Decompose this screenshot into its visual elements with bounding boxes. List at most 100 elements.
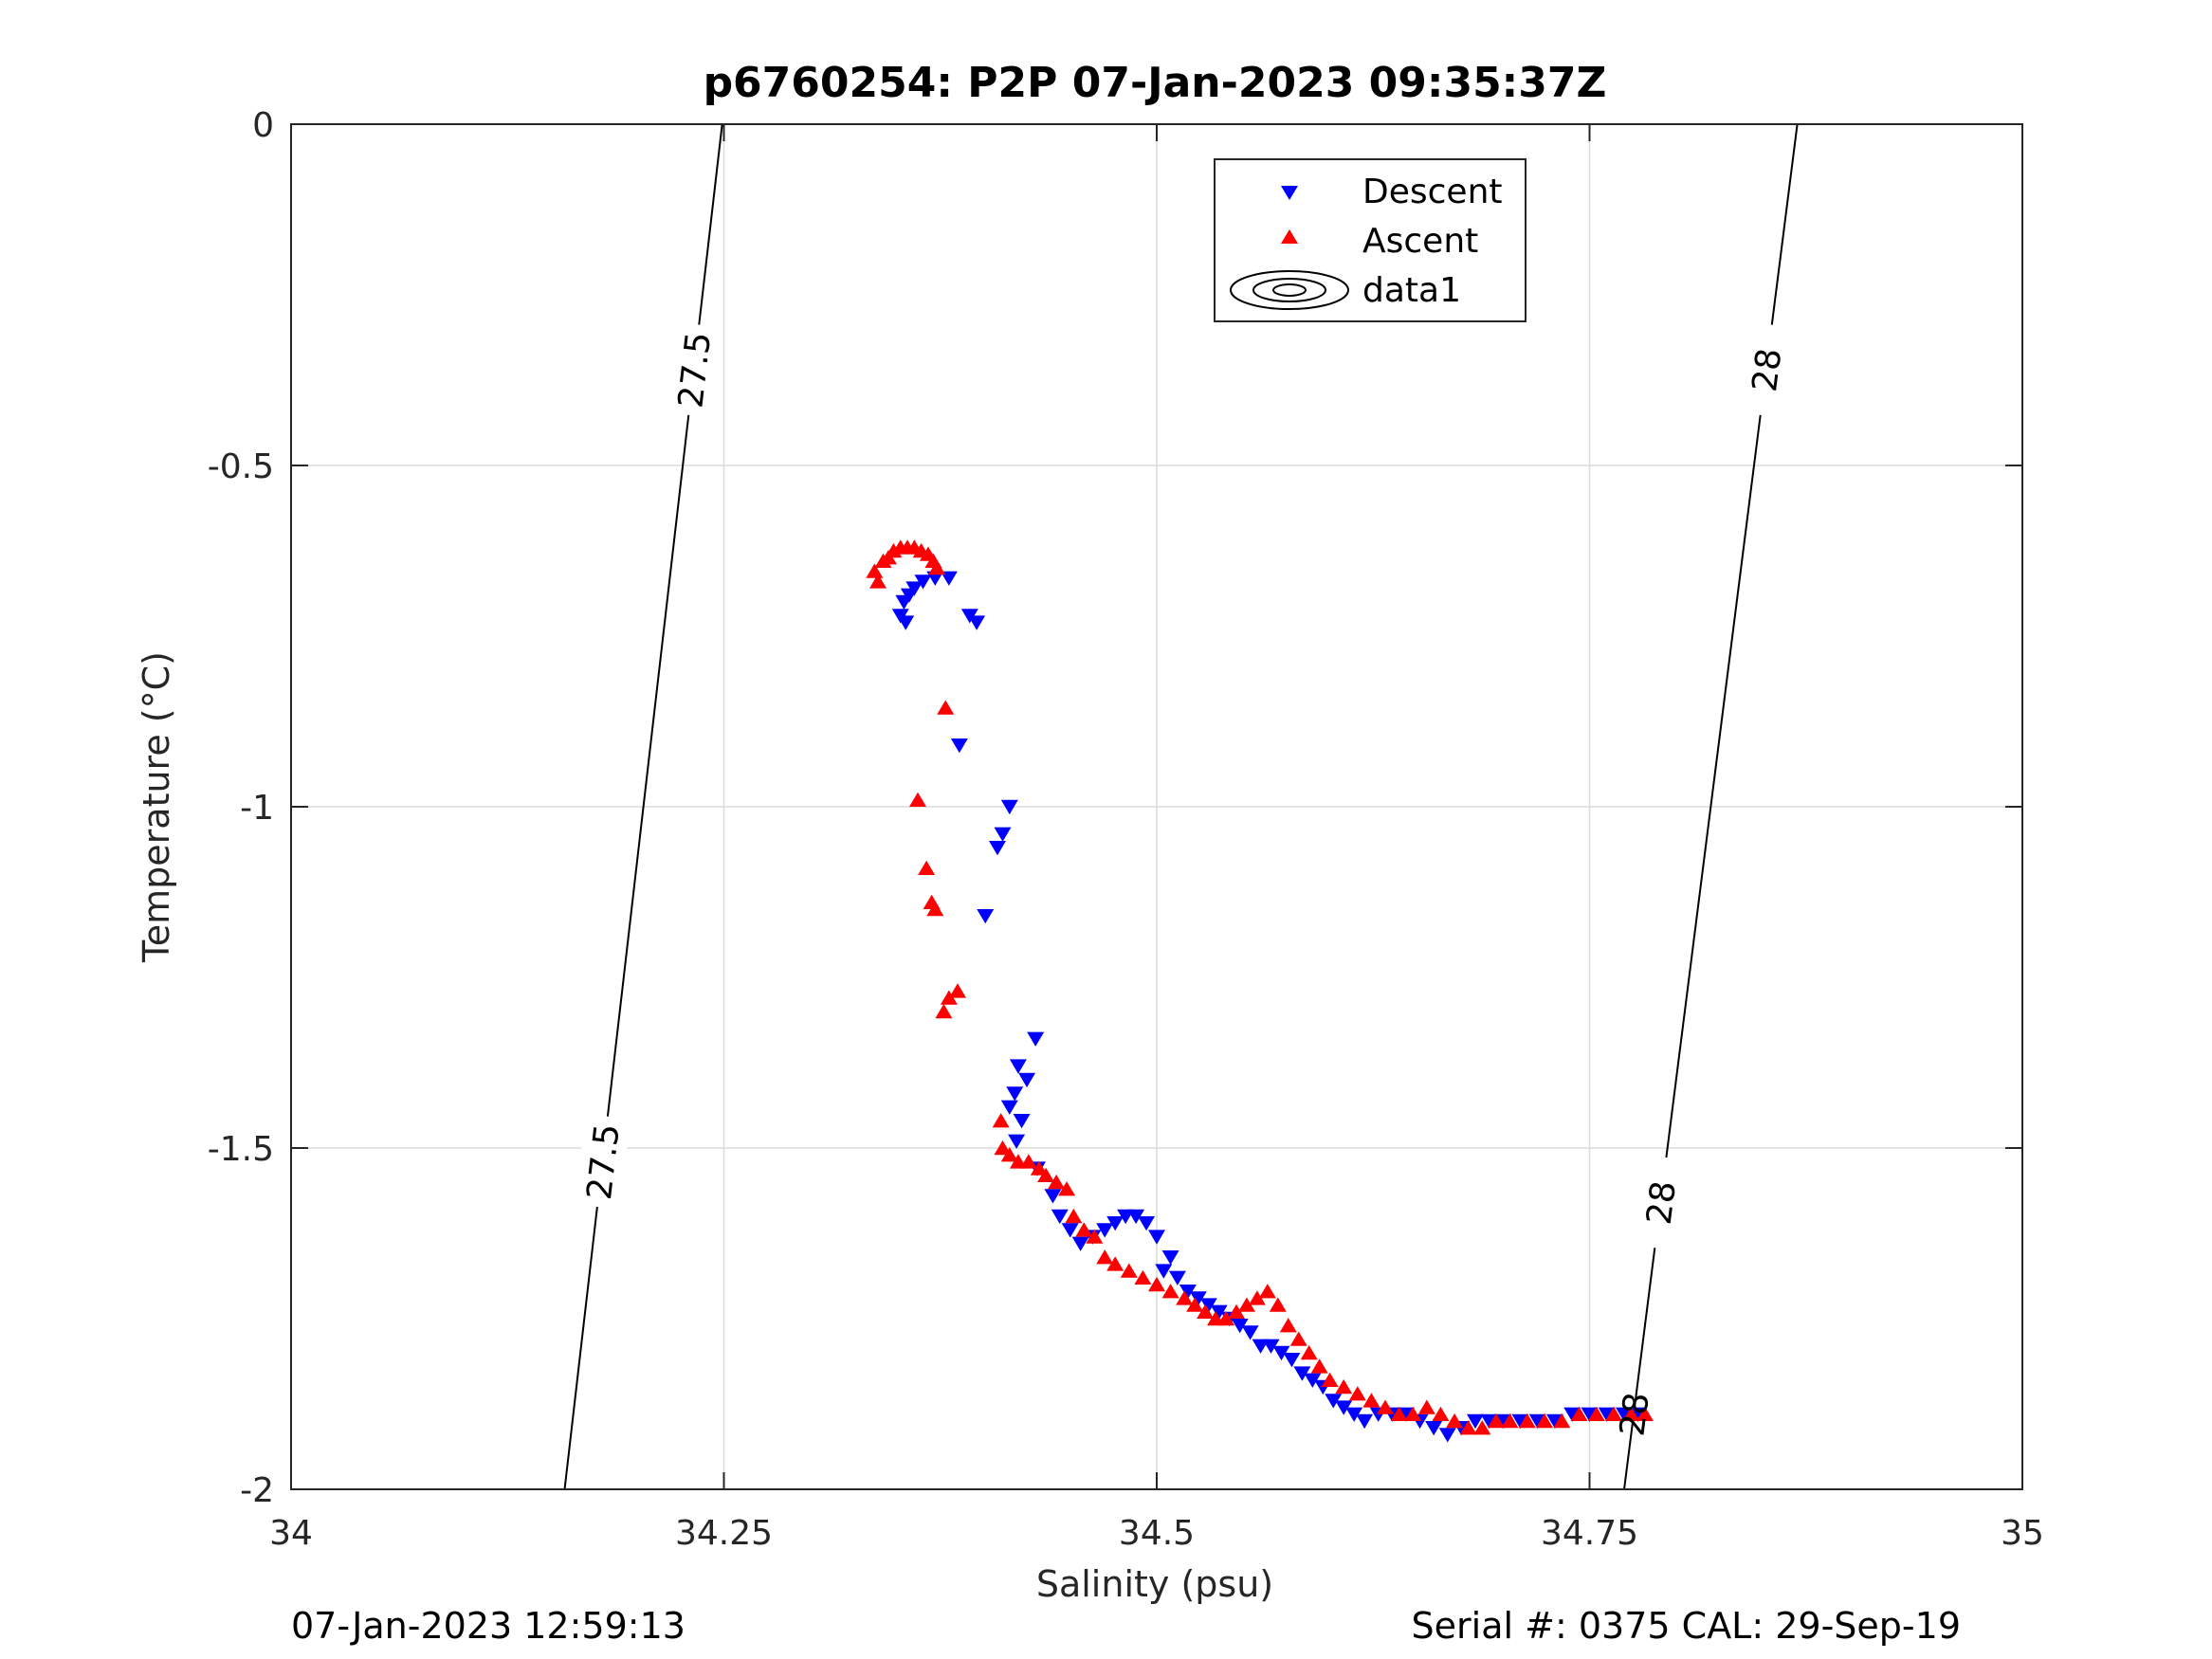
contour-label: 28 bbox=[1640, 1178, 1684, 1227]
x-tick-label: 35 bbox=[2001, 1514, 2044, 1553]
ascent-point bbox=[1553, 1413, 1571, 1429]
descent-point bbox=[1179, 1285, 1197, 1300]
ascent-point bbox=[937, 700, 955, 715]
legend-ascent-marker bbox=[1281, 229, 1298, 244]
descent-point bbox=[1013, 1114, 1031, 1129]
legend-box bbox=[1214, 158, 1526, 322]
ascent-point bbox=[1048, 1174, 1066, 1190]
ascent-point bbox=[1237, 1297, 1255, 1312]
ascent-point bbox=[1446, 1413, 1464, 1429]
y-axis-ticks: 0 -0.5 -1 -1.5 -2 bbox=[208, 106, 2022, 1510]
descent-point bbox=[1006, 1086, 1024, 1102]
descent-point bbox=[1138, 1216, 1156, 1231]
ascent-point bbox=[1518, 1413, 1536, 1429]
legend-contour-icon bbox=[1230, 270, 1349, 310]
descent-point bbox=[1528, 1413, 1546, 1430]
ascent-point bbox=[1335, 1378, 1353, 1395]
ascent-point bbox=[1019, 1154, 1037, 1169]
descent-point bbox=[1155, 1264, 1173, 1279]
x-tick-label: 34.5 bbox=[1119, 1514, 1195, 1553]
descent-point bbox=[1545, 1413, 1563, 1430]
descent-point bbox=[1018, 1072, 1036, 1088]
descent-point bbox=[1629, 1407, 1647, 1422]
ascent-point bbox=[1348, 1386, 1366, 1401]
descent-point bbox=[1168, 1270, 1186, 1285]
contour-label: 28 bbox=[1746, 346, 1789, 394]
y-tick-label: -2 bbox=[240, 1471, 274, 1510]
ascent-point bbox=[1148, 1276, 1165, 1292]
descent-point bbox=[1581, 1407, 1599, 1422]
descent-point bbox=[950, 738, 968, 754]
ascent-point bbox=[926, 901, 944, 917]
y-tick-label: -0.5 bbox=[208, 447, 274, 486]
ascent-point bbox=[1487, 1413, 1505, 1429]
footer-timestamp: 07-Jan-2023 12:59:13 bbox=[291, 1605, 686, 1647]
descent-point bbox=[1000, 1100, 1018, 1115]
descent-point bbox=[989, 841, 1007, 856]
descent-point bbox=[1051, 1209, 1069, 1225]
ascent-point bbox=[1186, 1297, 1204, 1312]
descent-point bbox=[1231, 1319, 1249, 1334]
descent-point bbox=[1189, 1291, 1207, 1306]
ascent-point bbox=[994, 1139, 1012, 1156]
x-tick-label: 34.25 bbox=[675, 1514, 773, 1553]
ascent-point bbox=[1161, 1284, 1179, 1299]
ascent-point bbox=[1106, 1256, 1124, 1271]
ascent-point bbox=[866, 563, 884, 578]
descent-point bbox=[977, 909, 995, 924]
ascent-point bbox=[1390, 1406, 1408, 1421]
descent-point bbox=[1480, 1413, 1498, 1430]
descent-point bbox=[926, 571, 944, 586]
ascent-point bbox=[1269, 1297, 1287, 1312]
ascent-point bbox=[1058, 1181, 1076, 1196]
descent-point bbox=[914, 574, 932, 590]
descent-point bbox=[1438, 1428, 1456, 1443]
x-axis-ticks: 34 34.25 34.5 34.75 35 bbox=[269, 124, 2044, 1553]
ascent-point bbox=[1377, 1399, 1395, 1414]
contour-label-gap bbox=[1632, 1154, 1690, 1251]
descent-point bbox=[1210, 1304, 1228, 1320]
ascent-point bbox=[1258, 1284, 1276, 1299]
ascent-point bbox=[869, 574, 887, 589]
ascent-point bbox=[1404, 1406, 1422, 1421]
ascent-point bbox=[1501, 1413, 1519, 1429]
y-axis-label: Temperature (°C) bbox=[136, 651, 177, 963]
ascent-point bbox=[949, 983, 967, 998]
ascent-point bbox=[1459, 1420, 1477, 1435]
ascent-point bbox=[1536, 1413, 1554, 1429]
descent-point bbox=[1096, 1223, 1114, 1238]
ascent-point bbox=[935, 1003, 953, 1019]
y-tick-label: 0 bbox=[252, 106, 274, 145]
descent-point bbox=[1071, 1236, 1089, 1251]
descent-point bbox=[1000, 799, 1018, 815]
ascent-point bbox=[1217, 1310, 1235, 1326]
ascent-point bbox=[1176, 1290, 1194, 1305]
descent-point bbox=[1008, 1134, 1026, 1149]
contour-label: 27.5 bbox=[671, 330, 719, 410]
descent-point bbox=[1616, 1407, 1634, 1422]
ascent-point bbox=[1086, 1229, 1104, 1244]
ascent-point bbox=[1065, 1208, 1083, 1224]
ascent-point bbox=[1000, 1147, 1018, 1162]
legend-descent-marker bbox=[1281, 186, 1298, 200]
descent-point bbox=[968, 615, 986, 630]
ascent-point bbox=[940, 990, 958, 1005]
ascent-point bbox=[1570, 1406, 1588, 1421]
descent-point bbox=[1345, 1407, 1363, 1422]
legend-data1-label: data1 bbox=[1362, 271, 1461, 310]
descent-point bbox=[1148, 1230, 1165, 1245]
descent-point bbox=[905, 581, 923, 596]
ascent-point bbox=[1289, 1331, 1307, 1346]
descent-point bbox=[1127, 1209, 1145, 1225]
ascent-point bbox=[1636, 1406, 1654, 1421]
descent-point bbox=[1106, 1216, 1124, 1231]
ascent-point bbox=[1120, 1263, 1138, 1278]
ascent-point bbox=[928, 559, 946, 575]
descent-point bbox=[1241, 1325, 1259, 1340]
contour-label: 28 bbox=[1613, 1391, 1656, 1439]
ascent-point bbox=[1134, 1269, 1152, 1285]
legend-descent-label: Descent bbox=[1362, 173, 1503, 211]
ascent-point bbox=[1279, 1318, 1297, 1333]
ascent-point bbox=[1417, 1399, 1435, 1414]
